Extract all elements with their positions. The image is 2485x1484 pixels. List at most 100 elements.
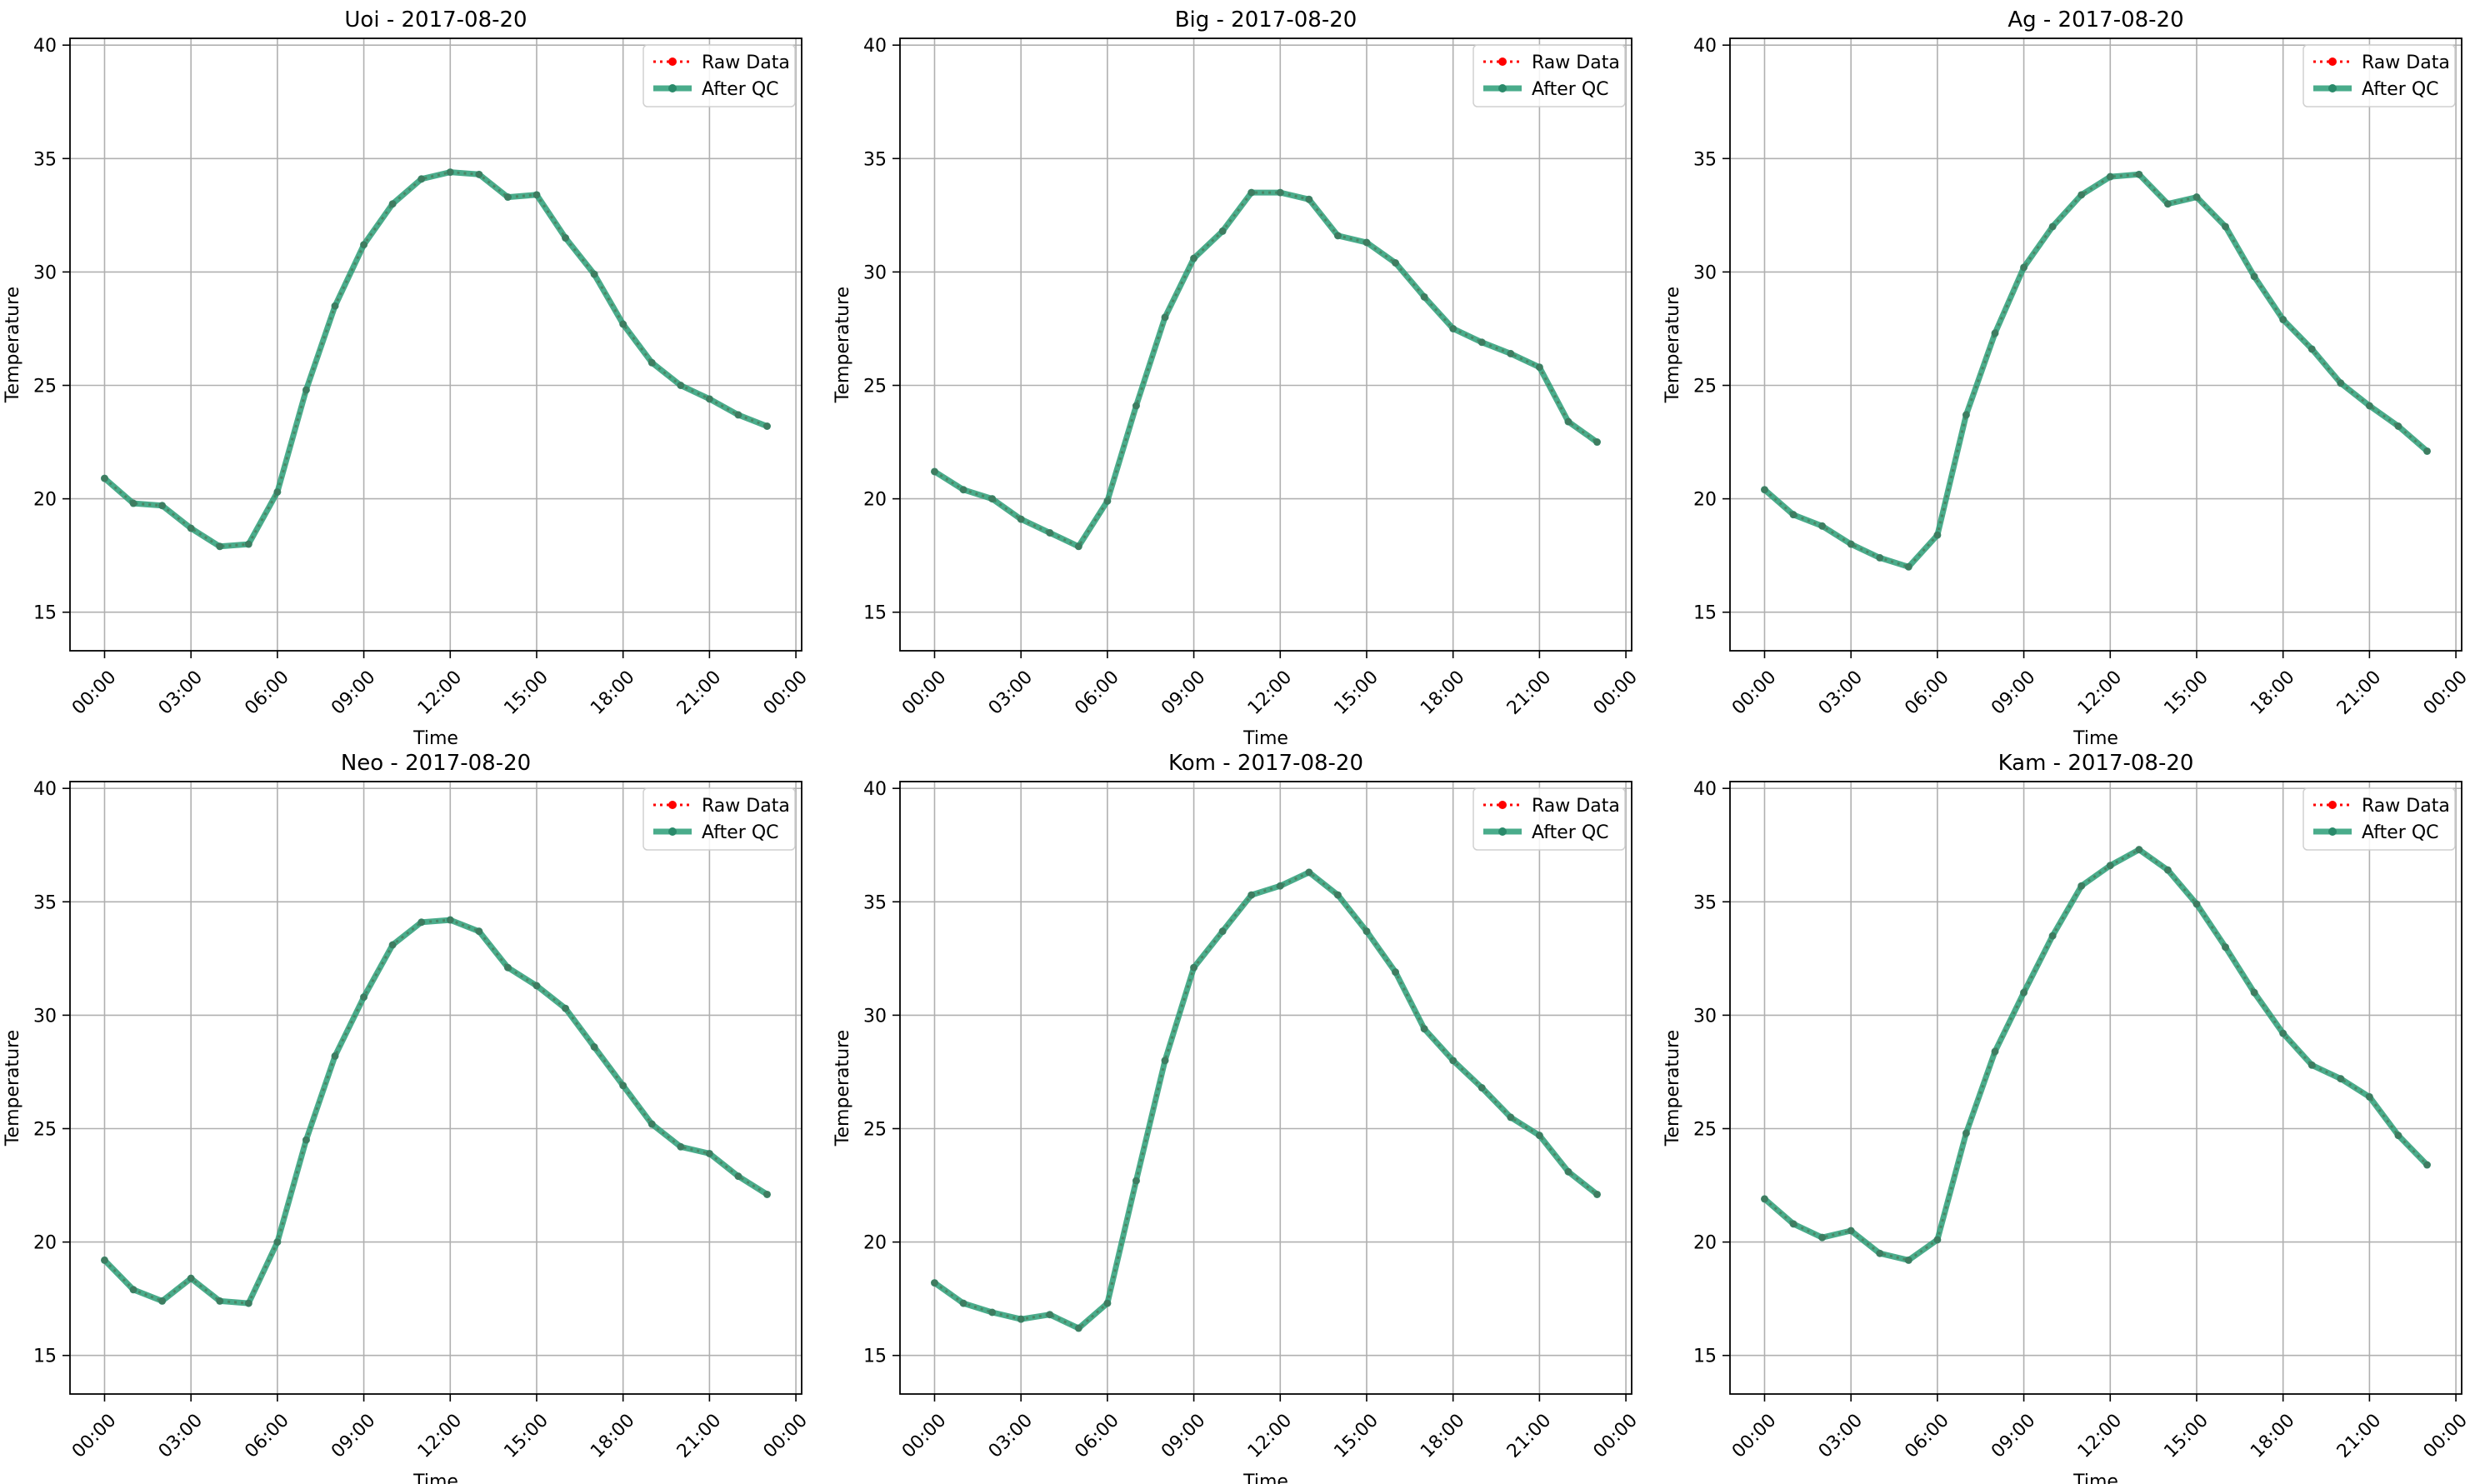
legend-qc-marker [1498,84,1507,92]
y-tick-label: 30 [33,262,57,283]
after-qc-point [2279,316,2288,324]
y-axis-label: Temperature [832,287,853,403]
y-tick-label: 20 [863,490,887,511]
y-tick-label: 20 [33,1233,57,1254]
after-qc-point [1392,968,1400,977]
x-axis-label: Time [1242,1472,1288,1484]
x-tick-label: 18:00 [587,1410,639,1462]
after-qc-point [1478,1084,1486,1092]
y-tick-label: 25 [1693,377,1717,397]
x-axis-label: Time [412,728,458,749]
after-qc-point [302,1136,310,1144]
x-tick-label: 03:00 [1815,1410,1868,1462]
after-qc-line [1762,171,2429,570]
after-qc-point [763,422,772,430]
after-qc-point [1248,188,1256,197]
after-qc-line [102,917,769,1307]
after-qc-point [2394,422,2402,430]
after-qc-point [648,358,656,367]
after-qc-point [532,982,541,990]
after-qc-point [1478,338,1486,347]
after-qc-point [2337,1075,2345,1083]
x-axis-label: Time [2072,728,2118,749]
chart-panel-5: 15 20 25 30 35 40 00:00 03:00 06:00 09:00 12:00 15:… [832,751,1642,1484]
y-tick-label: 20 [33,490,57,511]
after-qc-point [2423,447,2432,455]
legend-qc-label: After QC [702,822,779,843]
x-tick-label: 03:00 [155,667,208,719]
x-tick-label: 03:00 [985,1410,1038,1462]
y-tick-label: 35 [863,149,887,170]
y-tick-label: 25 [1693,1120,1717,1141]
after-qc-point [1017,515,1025,523]
x-tick-label: 15:00 [500,1410,552,1462]
after-qc-point [1535,1132,1543,1140]
x-tick-label: 06:00 [241,1410,293,1462]
x-tick-label: 09:00 [1988,1410,2040,1462]
after-qc-point [1991,1047,1999,1056]
raw-data-line [933,191,1598,548]
legend-raw-marker [668,57,677,66]
after-qc-point [187,524,195,532]
after-qc-point [1593,438,1602,447]
after-qc-point [2308,345,2316,353]
after-qc-point [2279,1029,2288,1037]
after-qc-point [2163,200,2172,208]
x-tick-label: 12:00 [414,667,467,719]
x-tick-label: 15:00 [1330,1410,1382,1462]
axes-frame [69,781,802,1395]
after-qc-point [331,1052,339,1060]
after-qc-point [2365,1092,2373,1101]
x-tick-label: 15:00 [2160,1410,2212,1462]
y-axis-label: Temperature [832,1030,853,1147]
after-qc-point [1760,1195,1768,1203]
legend: Raw Data After QC [1472,44,1626,107]
after-qc-point [1305,868,1313,877]
after-qc-point [1535,363,1543,372]
after-qc-point [1449,1057,1458,1065]
after-qc-point [2020,988,2028,997]
after-qc-point [1789,511,1798,519]
after-qc-point [2048,222,2057,231]
after-qc-point [100,1256,108,1264]
chart-title: Uoi - 2017-08-20 [344,7,527,32]
y-tick-label: 25 [33,377,57,397]
y-tick-label: 15 [33,603,57,624]
x-tick-label: 00:00 [2420,1410,2472,1462]
after-qc-point [187,1274,195,1282]
after-qc-point [1507,1113,1515,1122]
after-qc-point [930,467,938,476]
y-tick-label: 40 [1693,779,1717,800]
after-qc-point [302,386,310,394]
after-qc-point [2394,1132,2402,1140]
after-qc-point [562,1004,570,1012]
after-qc-point [1420,1025,1428,1033]
x-axis-label: Time [412,1472,458,1484]
x-tick-label: 15:00 [1330,667,1382,719]
after-qc-point [129,499,138,507]
raw-data-line [103,171,768,548]
axes-frame [899,781,1632,1395]
after-qc-point [2250,988,2258,997]
y-tick-label: 35 [863,892,887,913]
after-qc-point [1449,324,1458,332]
after-qc-point [1392,259,1400,267]
after-qc-point [273,1238,282,1247]
after-qc-point [1933,1236,1942,1244]
chart-panel-4: 15 20 25 30 35 40 00:00 03:00 06:00 09:00 12:00 15:… [2,751,812,1484]
x-tick-label: 09:00 [1988,667,2040,719]
x-tick-label: 18:00 [2247,667,2299,719]
after-qc-point [2222,943,2230,952]
after-qc-point [418,175,426,183]
after-qc-point [1847,1227,1855,1235]
y-tick-label: 30 [863,1006,887,1027]
x-tick-label: 18:00 [1417,1410,1469,1462]
y-tick-label: 30 [1693,262,1717,283]
raw-data-line [103,918,768,1305]
after-qc-point [216,542,224,551]
legend: Raw Data After QC [2302,787,2456,851]
legend-qc-label: After QC [1532,79,1609,100]
legend: Raw Data After QC [2302,44,2456,107]
after-qc-point [158,1297,167,1305]
after-qc-point [1362,927,1371,936]
